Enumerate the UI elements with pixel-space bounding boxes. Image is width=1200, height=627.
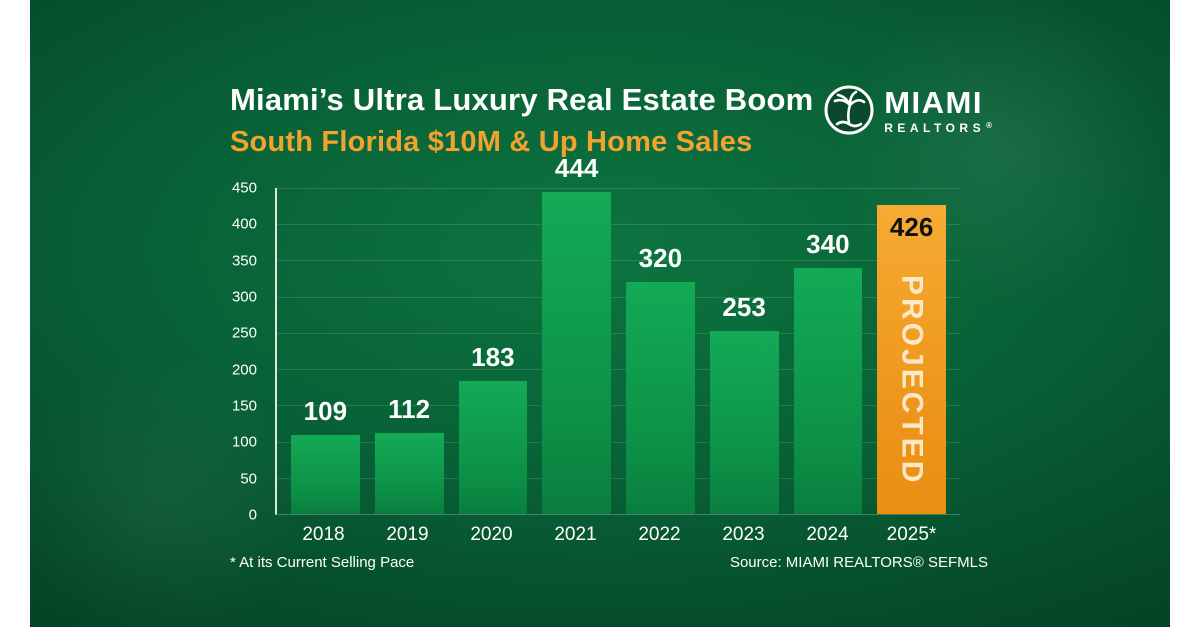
bar-column: 426 PROJECTED (877, 188, 946, 514)
plot-area: 109 112 183 444 320 253 340 426 PROJECTED (275, 153, 960, 515)
bar (542, 192, 611, 514)
logo-sub-brand: REALTORS ® (884, 120, 992, 135)
bar (458, 381, 528, 514)
green-canvas: Miami’s Ultra Luxury Real Estate Boom So… (30, 0, 1170, 627)
bar (626, 282, 695, 514)
y-tick-label: 150 (231, 397, 257, 415)
x-tick-label: 2025* (886, 524, 937, 545)
bar (374, 432, 444, 514)
y-tick-label: 400 (231, 215, 257, 233)
bar-column: 112 (374, 188, 444, 514)
bar-column: 253 (709, 188, 779, 514)
bar-value: 444 (554, 153, 599, 184)
gridline (277, 224, 960, 226)
palm-tree-icon (823, 84, 875, 136)
projected-label-wrap: PROJECTED (877, 255, 946, 504)
source-credit: Source: MIAMI REALTORS® SEFMLS (729, 554, 988, 571)
y-tick-label: 100 (231, 433, 257, 451)
x-tick-label: 2018 (302, 524, 345, 545)
bar-value: 320 (638, 243, 683, 274)
miami-realtors-logo: MIAMI REALTORS ® (823, 84, 992, 136)
x-tick-label: 2024 (806, 524, 849, 545)
gridline (277, 441, 960, 443)
y-tick-label: 0 (248, 506, 257, 524)
bar-chart: 450 400 350 300 250 200 150 100 50 0 109 112 183 444… (215, 153, 965, 563)
gridline (277, 260, 960, 262)
bar-projected: 426 PROJECTED (877, 205, 946, 514)
x-tick-label: 2023 (722, 524, 765, 545)
x-tick-label: 2020 (470, 524, 513, 545)
bar (291, 435, 360, 514)
x-tick-label: 2019 (386, 524, 429, 545)
y-tick-label: 350 (231, 252, 257, 270)
bar-value: 253 (722, 291, 766, 322)
gridline (277, 296, 960, 298)
bar-value: 183 (471, 342, 515, 373)
y-tick-label: 50 (240, 470, 257, 488)
logo-sub-brand-text: REALTORS (884, 120, 986, 135)
gridline (277, 188, 960, 189)
page-subtitle: South Florida $10M & Up Home Sales (230, 126, 753, 158)
y-tick-label: 250 (231, 324, 257, 342)
x-tick-label: 2021 (554, 524, 597, 545)
bar (793, 267, 863, 514)
bar-column: 109 (291, 188, 360, 514)
bar-column: 183 (458, 188, 528, 514)
projected-label: PROJECTED (895, 274, 929, 485)
footnote: * At its Current Selling Pace (230, 554, 415, 571)
bar-column: 444 (542, 153, 611, 514)
y-tick-label: 300 (231, 288, 257, 306)
y-tick-label: 200 (231, 361, 257, 379)
y-axis: 450 400 350 300 250 200 150 100 50 0 (215, 180, 267, 524)
page-title: Miami’s Ultra Luxury Real Estate Boom (230, 82, 814, 117)
bars-container: 109 112 183 444 320 253 340 426 PROJECTED (277, 153, 960, 514)
gridline (277, 477, 960, 479)
bar-column: 320 (626, 188, 695, 514)
gridline (277, 332, 960, 334)
bar-value: 340 (806, 228, 850, 259)
bar-value: 109 (303, 396, 348, 427)
bar-value: 112 (388, 393, 431, 424)
x-axis: 2018 2019 2020 2021 2022 2023 2024 2025* (275, 524, 960, 546)
bar-column: 340 (793, 188, 863, 514)
bar-value-projected: 426 (889, 212, 934, 243)
y-tick-label: 450 (231, 179, 257, 197)
bar (709, 330, 779, 514)
registered-mark: ® (986, 120, 992, 130)
gridline (277, 369, 960, 371)
gridline (277, 405, 960, 407)
x-tick-label: 2022 (638, 524, 681, 545)
logo-text: MIAMI REALTORS ® (884, 87, 992, 134)
logo-brand: MIAMI (884, 84, 983, 120)
